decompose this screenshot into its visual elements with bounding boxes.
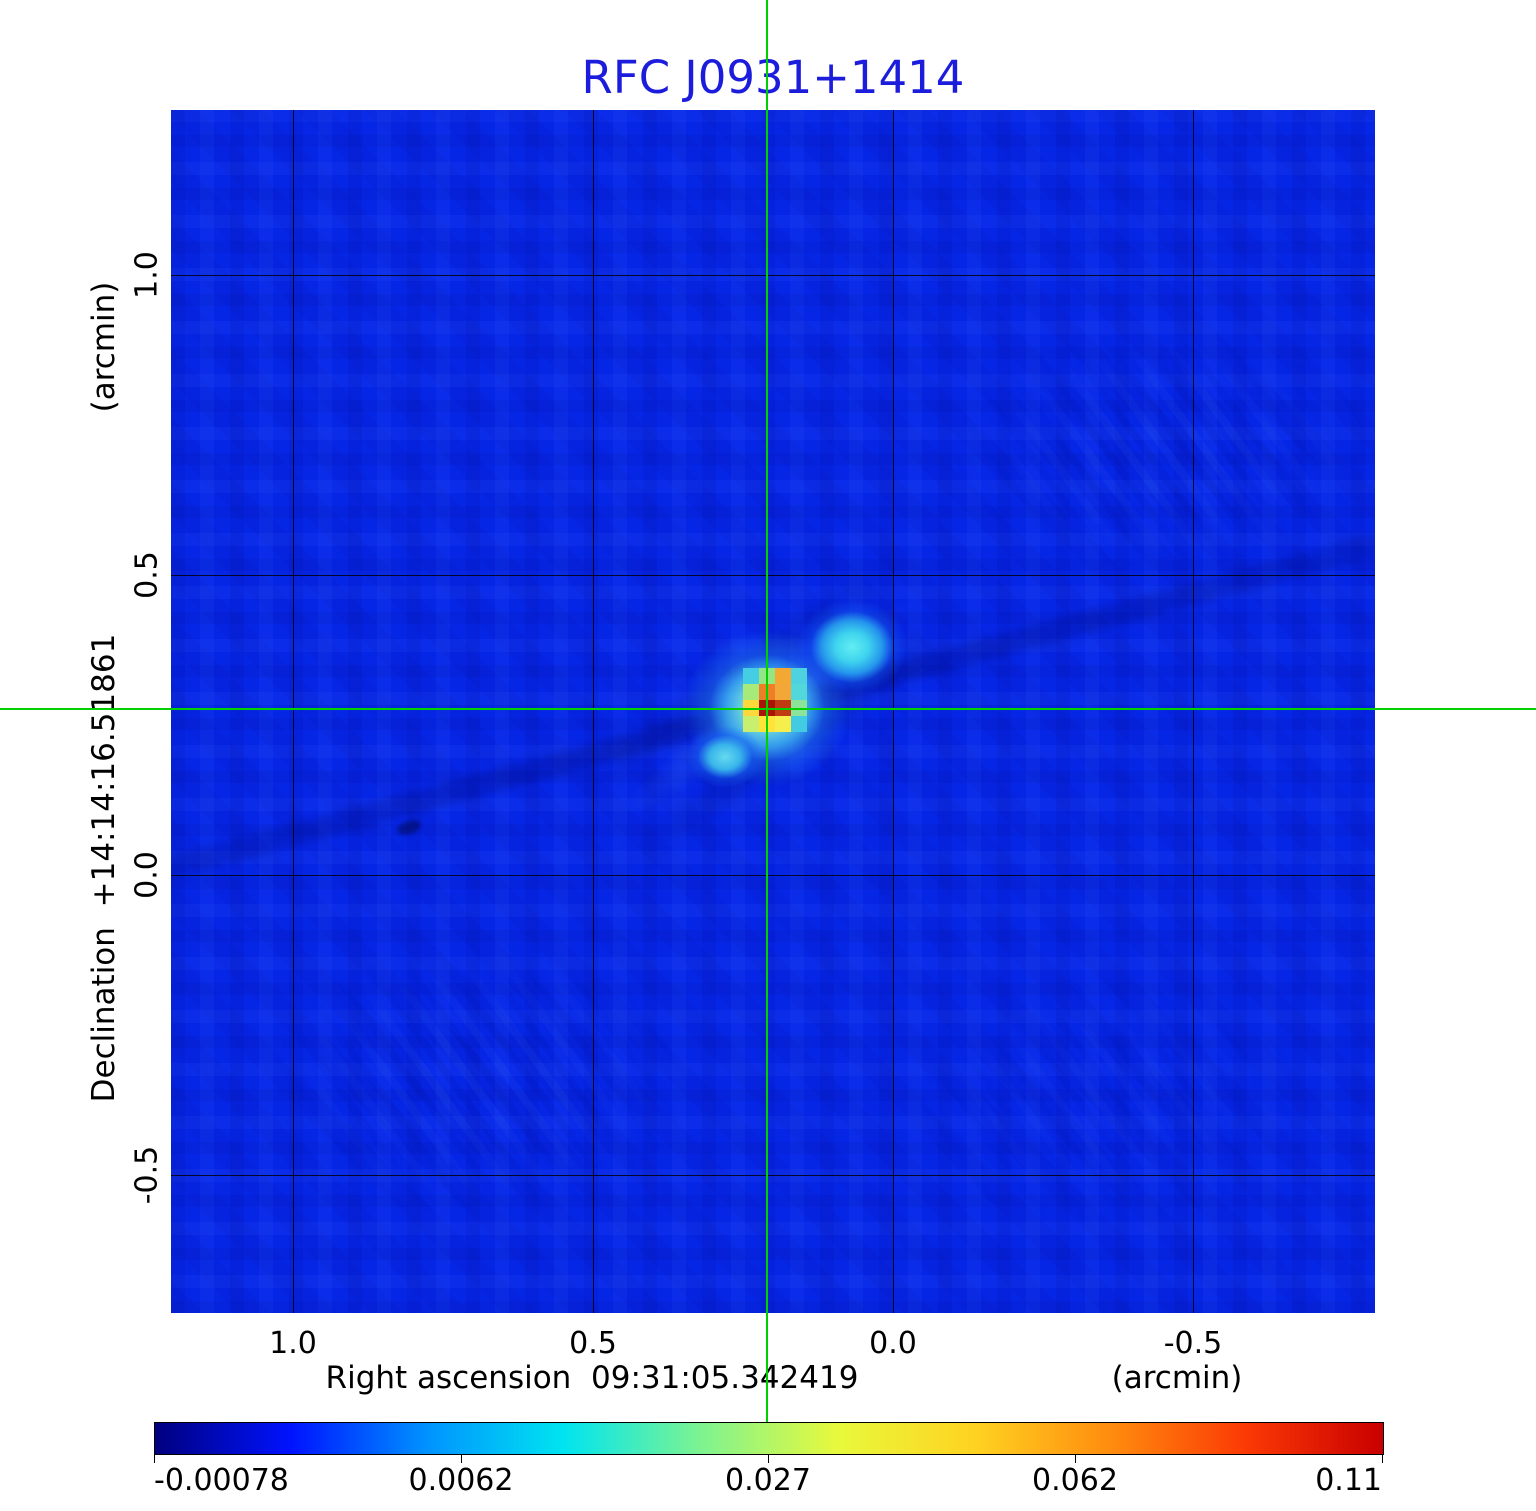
- core-pixel: [743, 684, 759, 700]
- grid-line-vertical: [893, 110, 894, 1313]
- x-axis-label: Right ascension 09:31:05.342419: [325, 1360, 859, 1396]
- negative-noise-spot: [395, 817, 423, 838]
- colorbar-gradient: [155, 1423, 1383, 1454]
- core-pixel: [791, 668, 807, 684]
- jet-component-southwest-blob: [686, 726, 764, 788]
- jet-component-northeast-blob: [797, 599, 907, 695]
- noise-ripple-patch: [951, 330, 1371, 570]
- x-axis-unit-label: (arcmin): [1111, 1360, 1243, 1396]
- colorbar-tick: [768, 1455, 769, 1463]
- core-pixel: [743, 716, 759, 732]
- grid-line-horizontal: [171, 1175, 1375, 1176]
- colorbar-tick: [1075, 1455, 1076, 1463]
- y-axis-tick-label: 0.0: [129, 851, 165, 899]
- grid-line-vertical: [293, 110, 294, 1313]
- colorbar-tick-label: 0.027: [725, 1463, 811, 1498]
- grid-line-horizontal: [171, 575, 1375, 576]
- crosshair-vertical-line: [766, 0, 768, 1422]
- core-pixel: [791, 716, 807, 732]
- y-axis-unit-label: (arcmin): [86, 281, 122, 413]
- colorbar: [154, 1422, 1384, 1455]
- noise-ripple-patch: [891, 970, 1311, 1230]
- y-axis-tick-label: 1.0: [129, 251, 165, 299]
- x-axis-tick-label: 1.0: [269, 1326, 317, 1361]
- core-pixel: [775, 684, 791, 700]
- core-pixel: [743, 668, 759, 684]
- core-pixel: [775, 668, 791, 684]
- core-pixel: [791, 684, 807, 700]
- y-axis-tick-label: 0.5: [129, 551, 165, 599]
- x-axis-tick-label: 0.0: [869, 1326, 917, 1361]
- colorbar-tick-label: 0.0062: [408, 1463, 514, 1498]
- colorbar-tick-label: -0.00078: [154, 1463, 289, 1498]
- colorbar-tick-label: 0.11: [1315, 1463, 1382, 1498]
- crosshair-horizontal-line: [0, 708, 1536, 710]
- grid-line-vertical: [593, 110, 594, 1313]
- noise-ripple-patch: [271, 940, 691, 1220]
- x-axis-tick-label: -0.5: [1163, 1326, 1223, 1361]
- figure-title: RFC J0931+1414: [581, 51, 965, 104]
- grid-line-vertical: [1193, 110, 1194, 1313]
- radio-map-image: [171, 110, 1375, 1313]
- colorbar-tick-label: 0.062: [1032, 1463, 1118, 1498]
- y-axis-label: Declination +14:14:16.51861: [86, 633, 122, 1103]
- grid-line-horizontal: [171, 275, 1375, 276]
- core-source-blob: [743, 668, 807, 732]
- y-axis-tick-label: -0.5: [129, 1145, 165, 1205]
- grid-line-horizontal: [171, 875, 1375, 876]
- core-pixel: [775, 716, 791, 732]
- colorbar-tick: [1382, 1455, 1383, 1463]
- colorbar-tick: [154, 1455, 155, 1463]
- colorbar-tick: [461, 1455, 462, 1463]
- x-axis-tick-label: 0.5: [569, 1326, 617, 1361]
